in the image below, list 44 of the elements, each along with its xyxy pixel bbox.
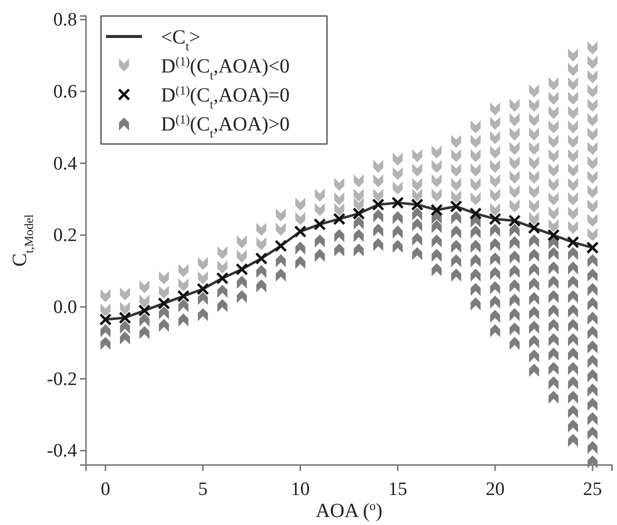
point [450, 200, 462, 213]
point [430, 204, 443, 216]
legend-label: D$^{(1)}$(C$_{t}$,AOA)<0 [161, 54, 290, 82]
x-tick-label: 5 [198, 478, 208, 500]
point [508, 214, 521, 227]
y-tick-label: 0.8 [53, 10, 77, 31]
point [333, 212, 346, 226]
point [391, 196, 404, 210]
x-axis-title: AOA ($^{o}$) [316, 499, 382, 522]
point [488, 212, 502, 226]
y-tick-label: 0.2 [53, 225, 77, 246]
x-tick-label: 10 [290, 478, 310, 500]
point [216, 272, 229, 284]
point [196, 282, 210, 296]
y-tick-label: 0.4 [53, 153, 78, 174]
point [469, 207, 482, 220]
point [158, 297, 170, 310]
point [566, 236, 580, 249]
x-tick-label: 20 [486, 478, 505, 500]
x-tick-label: 25 [583, 478, 602, 500]
point [294, 225, 307, 238]
point [177, 290, 190, 302]
point [352, 207, 365, 220]
point [372, 198, 384, 211]
point [586, 241, 599, 254]
x-tick-label: 15 [388, 478, 408, 500]
point [410, 198, 424, 211]
x-tick-label: 0 [100, 478, 110, 500]
point [138, 304, 151, 317]
y-tick-label: 0.6 [53, 82, 77, 103]
point [99, 313, 112, 326]
legend-label: D$^{(1)}$(C$_{t}$,AOA)=0 [161, 84, 290, 112]
legend-label: <C$_{t}$> [161, 26, 200, 54]
point [528, 222, 540, 234]
point [314, 218, 326, 231]
y-tick-label: -0.4 [46, 440, 78, 462]
y-tick-label: 0.0 [53, 297, 77, 318]
point [118, 311, 132, 324]
point [236, 262, 248, 276]
y-tick-label: -0.2 [46, 368, 77, 390]
point [547, 228, 560, 242]
point [274, 240, 288, 252]
legend-label: D$^{(1)}$(C$_{t}$,AOA)>0 [161, 112, 290, 140]
point [255, 252, 268, 265]
